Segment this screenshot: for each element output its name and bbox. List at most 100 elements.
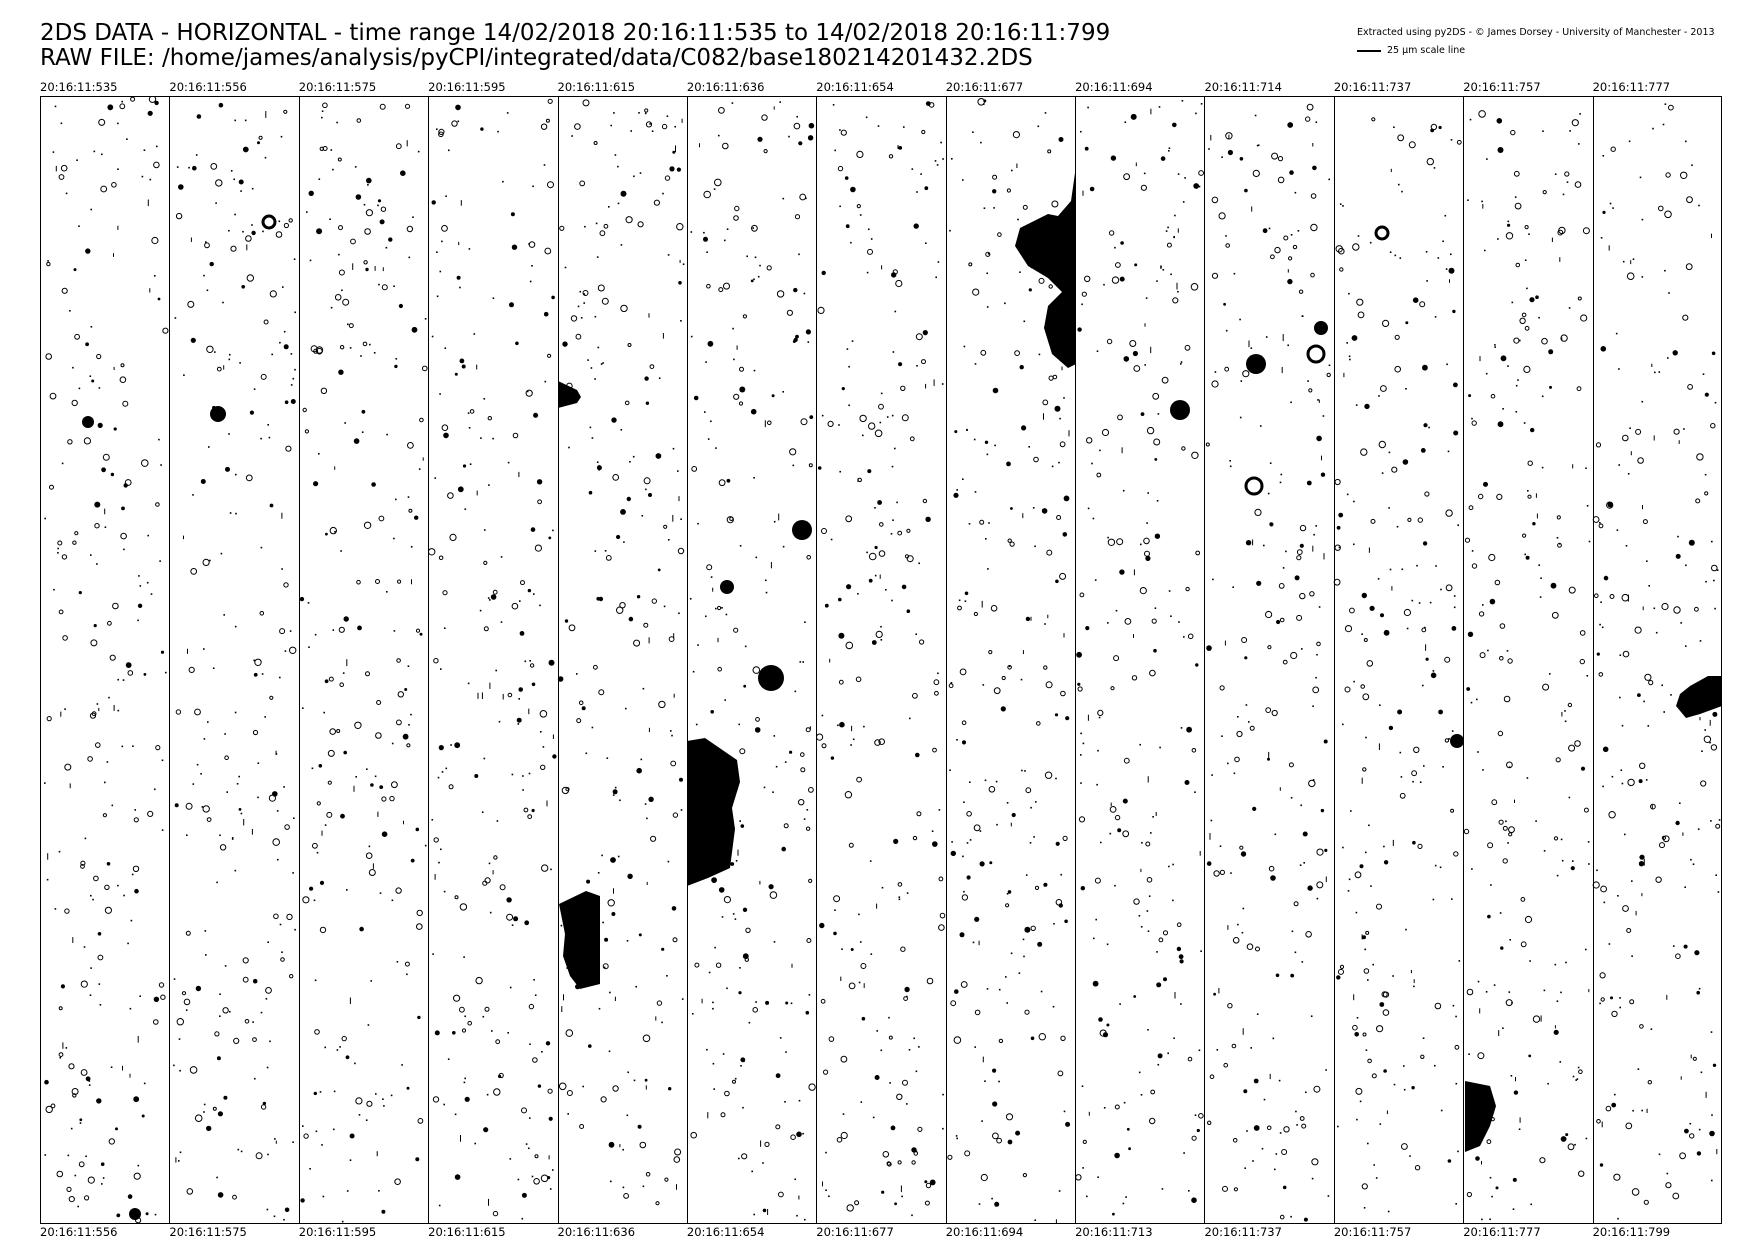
- particle: [624, 400, 630, 406]
- particle: [434, 477, 436, 479]
- particle: [1348, 292, 1350, 295]
- particle: [1151, 618, 1157, 624]
- particle: [611, 417, 617, 423]
- particle: [874, 429, 883, 438]
- particle: [1532, 1015, 1541, 1023]
- particle: [1494, 346, 1496, 348]
- particle: [1621, 782, 1624, 785]
- particle: [739, 366, 744, 372]
- particle-strip: [1333, 117, 1462, 1213]
- particle: [1093, 937, 1095, 940]
- particle: [1539, 1157, 1546, 1164]
- particle: [1595, 442, 1602, 448]
- particle: [994, 444, 996, 447]
- particle: [1063, 397, 1065, 399]
- particle: [773, 520, 776, 523]
- particle: [612, 1085, 619, 1092]
- particle-strip: [816, 101, 946, 1217]
- particle: [1560, 838, 1563, 841]
- particle: [1535, 295, 1539, 299]
- particle: [284, 1207, 290, 1213]
- particle: [1493, 984, 1496, 986]
- particle: [154, 275, 156, 277]
- particle: [519, 631, 525, 636]
- particle: [1429, 601, 1432, 604]
- particle: [281, 568, 283, 570]
- particle: [550, 868, 552, 871]
- particle: [531, 682, 536, 687]
- particle: [438, 128, 445, 136]
- particle: [998, 1080, 1000, 1083]
- particle: [83, 946, 86, 948]
- particle: [951, 158, 953, 160]
- particle: [447, 1058, 450, 1060]
- particle: [594, 315, 597, 318]
- particle: [703, 190, 712, 199]
- particle: [830, 756, 835, 760]
- particle: [1320, 472, 1326, 477]
- particle: [433, 837, 439, 843]
- particle: [934, 690, 939, 696]
- particle: [1401, 568, 1404, 571]
- particle: [1368, 824, 1370, 827]
- particle: [61, 554, 68, 560]
- particle: [1637, 1068, 1640, 1070]
- particle: [1170, 273, 1172, 276]
- particle: [1626, 272, 1635, 280]
- particle: [548, 1116, 553, 1121]
- particle: [838, 597, 842, 602]
- particle: [401, 1064, 403, 1066]
- particle: [1157, 1053, 1163, 1059]
- particle: [1401, 190, 1403, 193]
- particle: [127, 1194, 133, 1199]
- particle: [454, 742, 461, 749]
- particle: [1572, 860, 1574, 862]
- particle: [629, 461, 631, 463]
- particle: [215, 179, 223, 187]
- particle: [1579, 630, 1586, 636]
- particle: [464, 1077, 466, 1080]
- particle: [1714, 607, 1716, 610]
- particle: [1558, 226, 1566, 235]
- particle: [1005, 1113, 1014, 1121]
- particle: [1419, 781, 1422, 783]
- strip-start-time: 20:16:11:694: [1075, 80, 1153, 94]
- particle: [799, 193, 807, 201]
- particle: [1063, 1110, 1066, 1113]
- particle: [318, 764, 323, 768]
- particle: [855, 676, 862, 683]
- particle: [880, 392, 883, 395]
- particle: [581, 706, 586, 711]
- particle: [578, 700, 584, 706]
- particle: [1442, 240, 1444, 243]
- particle: [957, 605, 962, 611]
- particle: [773, 735, 776, 737]
- particle: [1635, 428, 1642, 435]
- particle: [644, 112, 647, 115]
- particle: [890, 1125, 896, 1131]
- particle: [1453, 851, 1459, 857]
- particle: [1542, 683, 1550, 691]
- particle: [1014, 350, 1020, 357]
- particle: [239, 362, 241, 364]
- particle: [314, 633, 317, 636]
- particle: [848, 842, 854, 848]
- particle: [64, 708, 66, 710]
- particle: [1632, 258, 1635, 260]
- particle: [1097, 749, 1099, 752]
- particle: [1499, 656, 1504, 661]
- particle: [222, 301, 224, 304]
- particle: [268, 436, 271, 439]
- particle: [894, 310, 897, 313]
- particle: [808, 878, 813, 884]
- particle: [517, 1178, 520, 1181]
- particle: [1529, 960, 1531, 962]
- particle: [715, 447, 717, 449]
- particle: [1686, 196, 1693, 204]
- particle: [451, 120, 458, 127]
- particle: [866, 271, 869, 274]
- particle: [798, 253, 800, 256]
- particle: [1221, 156, 1223, 158]
- particle: [900, 385, 906, 391]
- particle: [240, 812, 243, 815]
